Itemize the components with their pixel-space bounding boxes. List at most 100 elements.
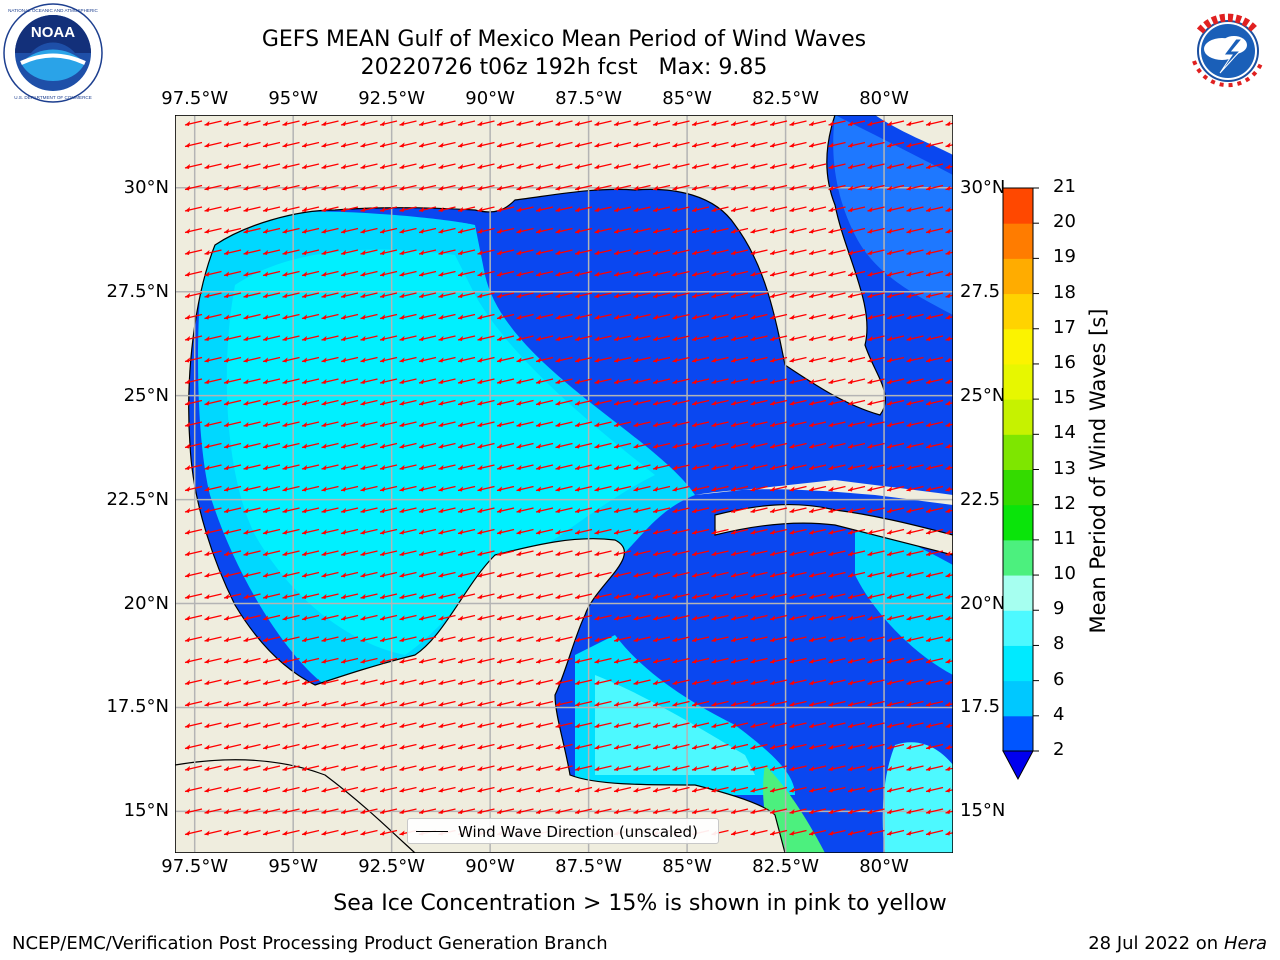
wind-arrow (691, 442, 710, 449)
wind-arrow (457, 464, 476, 470)
wind-arrow (886, 399, 905, 406)
wind-arrow (574, 765, 593, 771)
wind-arrow (262, 657, 281, 664)
wind-arrow (633, 614, 651, 621)
wind-arrow (204, 700, 222, 707)
wind-arrow (750, 679, 768, 685)
wind-arrow (789, 163, 807, 169)
wind-arrow (633, 356, 651, 363)
wind-arrow (399, 593, 417, 599)
wind-arrow (457, 786, 476, 793)
wind-arrow (906, 163, 924, 169)
wind-arrow (711, 421, 729, 427)
wind-arrow (282, 421, 300, 427)
wind-arrow (730, 270, 749, 277)
wind-arrow (340, 378, 359, 384)
wind-arrow (867, 528, 885, 535)
wind-arrow (925, 421, 944, 427)
wind-arrow (360, 249, 378, 255)
wind-arrow (769, 485, 788, 492)
wind-arrow (769, 227, 788, 234)
wind-arrow (769, 722, 788, 728)
footer-date: 28 Jul 2022 on (1088, 933, 1224, 954)
wind-arrow (399, 786, 417, 793)
wind-arrow (867, 378, 885, 384)
wind-arrow (496, 808, 515, 814)
wind-arrow (477, 335, 495, 341)
wind-arrow (594, 743, 612, 750)
wind-arrow (945, 572, 953, 578)
wind-arrow (457, 292, 476, 298)
wind-arrow (789, 442, 807, 449)
wind-arrow (516, 571, 534, 578)
wind-arrow (243, 335, 261, 341)
wind-arrow (399, 227, 417, 234)
wind-arrow (633, 485, 651, 492)
colorbar-segment (1003, 258, 1033, 295)
wind-arrow (457, 765, 476, 771)
wind-arrow (672, 206, 690, 212)
wind-arrow (438, 378, 456, 384)
wind-arrow (672, 786, 690, 793)
wind-arrow (613, 614, 632, 621)
wind-arrow (867, 657, 885, 664)
wind-arrow (886, 184, 905, 191)
wind-arrow (808, 593, 827, 599)
wind-arrow (886, 249, 905, 255)
wind-arrow (828, 571, 846, 578)
wind-arrow (672, 507, 690, 513)
wind-arrow (925, 743, 944, 750)
wind-arrow (945, 422, 953, 427)
wind-arrow (730, 765, 749, 771)
wind-arrow (301, 485, 320, 492)
wind-arrow (613, 593, 632, 599)
wind-arrow (379, 163, 398, 169)
wind-arrow (691, 657, 710, 664)
wind-arrow (652, 593, 671, 599)
wind-arrow (711, 679, 729, 685)
wind-arrow (496, 184, 515, 191)
wind-arrow (789, 313, 807, 320)
wind-arrow (399, 378, 417, 384)
wind-arrow (886, 722, 905, 728)
wind-arrow (555, 657, 573, 664)
wind-arrow (574, 270, 593, 277)
wind-arrow (613, 765, 632, 771)
wind-arrow (438, 786, 456, 793)
wind-arrow (730, 743, 749, 750)
nws-logo (1182, 5, 1274, 97)
wind-arrow (672, 120, 690, 126)
wind-arrow (594, 249, 612, 255)
wind-arrow (672, 722, 690, 728)
wind-arrow (594, 442, 612, 449)
wind-arrow (750, 442, 768, 449)
wind-arrow (828, 614, 846, 621)
wind-arrow (906, 636, 924, 642)
wind-arrow (262, 808, 281, 814)
wind-arrow (691, 700, 710, 707)
wind-arrow (184, 399, 203, 406)
wind-arrow (399, 571, 417, 578)
wind-arrow (457, 679, 476, 685)
colorbar-tick-label: 11 (1053, 527, 1076, 549)
wind-arrow (711, 292, 729, 298)
wind-arrow (477, 270, 495, 277)
wind-arrow (399, 528, 417, 535)
wind-arrow (496, 120, 515, 126)
wind-arrow (457, 507, 476, 513)
wind-arrow (711, 593, 729, 599)
wind-arrow (828, 485, 846, 492)
wind-arrow (457, 528, 476, 535)
wind-arrow (633, 206, 651, 212)
wind-arrow (574, 507, 593, 513)
wind-arrow (672, 636, 690, 642)
wind-arrow (204, 485, 222, 492)
wind-arrow (516, 743, 534, 750)
wind-arrow (301, 141, 320, 148)
wind-arrow (516, 442, 534, 449)
wind-arrow (906, 356, 924, 363)
wind-arrow (594, 421, 612, 427)
wind-arrow (243, 485, 261, 492)
wind-arrow (535, 356, 554, 363)
wind-arrow (633, 571, 651, 578)
